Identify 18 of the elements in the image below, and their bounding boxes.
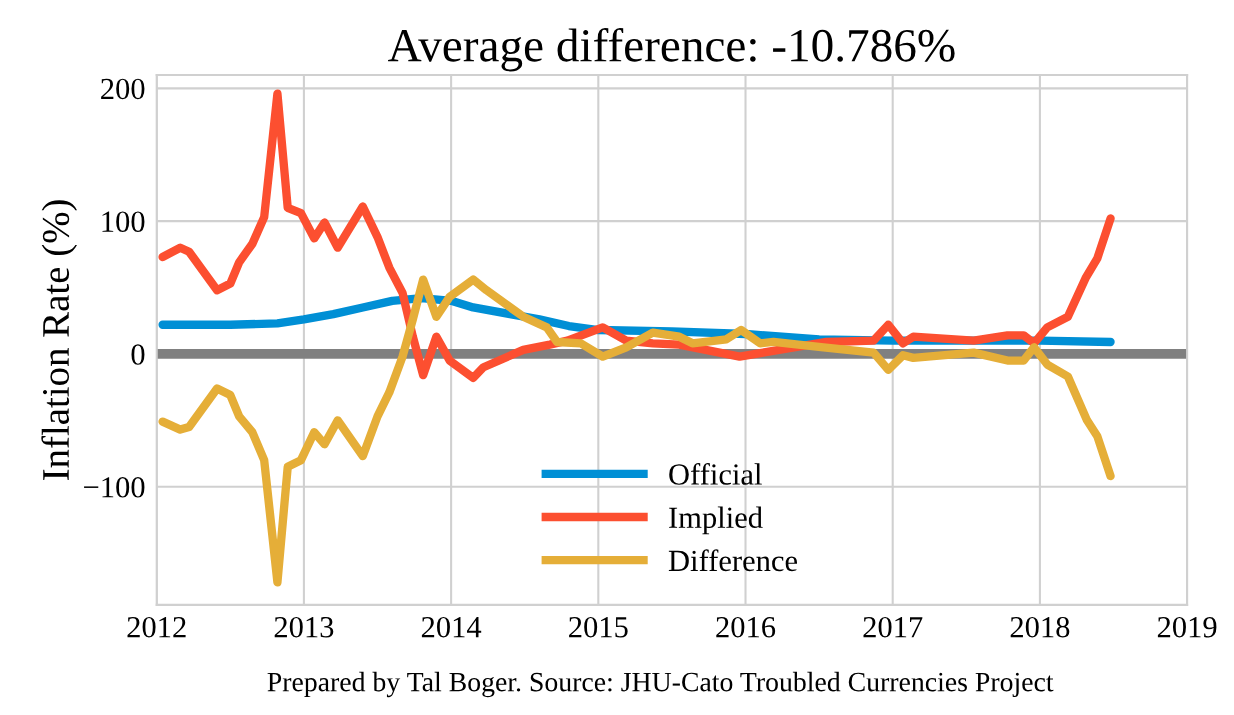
y-tick-label: 100 [102, 211, 145, 233]
y-tick-label: −100 [84, 476, 145, 498]
x-tick-label: 2017 [863, 616, 923, 638]
y-tick-label: 200 [101, 78, 145, 100]
y-tick-label: 0 [131, 344, 145, 365]
x-tick-label: 2012 [127, 616, 186, 638]
legend-label: Official [669, 463, 762, 485]
x-tick-label: 2018 [1010, 616, 1070, 638]
text: Prepared by Tal Boger. Source: JHU-Cato Troubled Currencies Project [267, 671, 1054, 698]
x-tick-label: 2019 [1157, 616, 1217, 638]
x-tick-label: 2015 [569, 616, 628, 638]
chart-title: Average difference: -10.786% [388, 27, 955, 72]
x-tick-label: 2014 [421, 616, 482, 638]
legend-label: Difference [668, 549, 797, 572]
legend-label: Implied [669, 506, 763, 535]
x-tick-label: 2016 [716, 616, 776, 638]
x-tick-label: 2013 [274, 616, 334, 638]
y-axis-title: Inflation Rate (%) [41, 200, 77, 481]
